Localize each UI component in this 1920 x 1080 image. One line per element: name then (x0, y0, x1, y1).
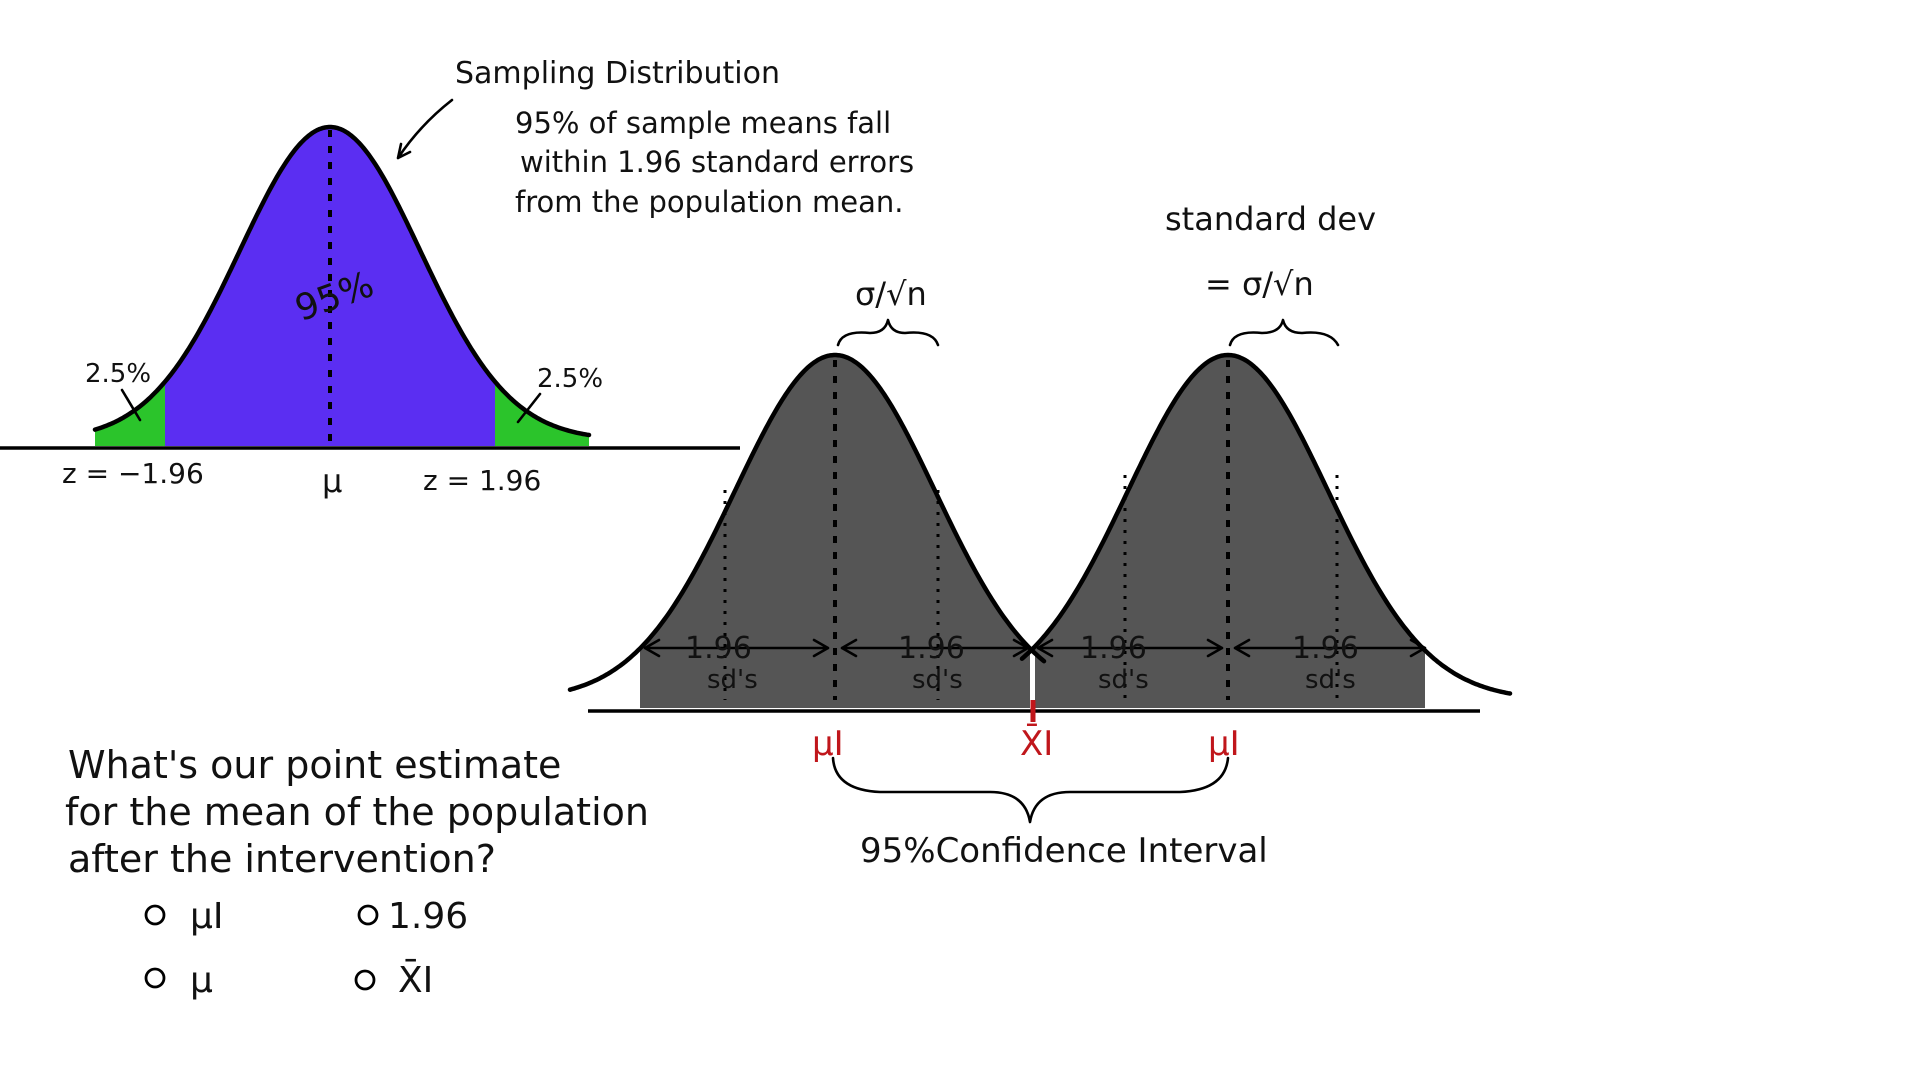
radio-circle-icon[interactable] (144, 967, 166, 989)
left-tail-pointer (120, 388, 142, 422)
left-se-label: σ/√n (855, 275, 927, 313)
question-line-1: What's our point estimate (68, 743, 561, 787)
radio-circle-icon[interactable] (354, 969, 376, 991)
left-top-brace-icon (836, 318, 940, 347)
right-tail-percent: 2.5% (537, 364, 603, 394)
radio-circle-icon[interactable] (144, 904, 166, 926)
span-arrow-icon (643, 638, 830, 658)
option-label: 1.96 (388, 896, 468, 937)
span-2-value: 1.96 (898, 631, 965, 666)
span-4-value: 1.96 (1292, 631, 1359, 666)
span-arrows (643, 638, 1427, 658)
note-line-2: within 1.96 standard errors (520, 145, 914, 179)
option-mu-i[interactable]: μI (144, 896, 224, 937)
right-sd-title: standard dev (1165, 200, 1376, 238)
sampling-distribution: Sampling Distribution 95% of sample mean… (0, 56, 914, 500)
sampling-curve (92, 124, 592, 438)
radio-circle-icon[interactable] (357, 904, 379, 926)
span-4-unit: sd's (1305, 665, 1356, 695)
right-sample-curve (1019, 352, 1513, 696)
span-3-unit: sd's (1098, 665, 1149, 695)
note-line-3: from the population mean. (515, 185, 904, 219)
left-mu-i-label: μI (812, 724, 844, 764)
span-2-unit: sd's (912, 665, 963, 695)
left-sample-curve (567, 352, 1047, 692)
intervention-distributions: 1.96 sd's 1.96 sd's 1.96 sd's 1.96 sd's … (567, 200, 1513, 871)
span-arrow-icon (840, 638, 1030, 658)
option-xbar-i[interactable]: X̄I (354, 958, 433, 1001)
confidence-brace-icon (831, 756, 1230, 824)
span-1-unit: sd's (707, 665, 758, 695)
right-se-label: = σ/√n (1205, 265, 1314, 303)
right-sample-fill (1035, 355, 1425, 708)
left-z-label: z = −1.96 (62, 457, 204, 490)
pointer-arrow-icon (396, 98, 454, 160)
note-line-1: 95% of sample means fall (515, 106, 891, 140)
sampling-title: Sampling Distribution (455, 56, 780, 91)
span-arrow-icon (1233, 638, 1427, 658)
xbar-i-label: X̄I (1020, 723, 1053, 764)
center-area (165, 127, 495, 446)
quiz: What's our point estimate for the mean o… (65, 743, 649, 1001)
left-tail-percent: 2.5% (85, 359, 151, 389)
option-label: X̄I (398, 958, 433, 1001)
right-mu-i-label: μI (1208, 724, 1240, 764)
option-1-96[interactable]: 1.96 (357, 896, 468, 937)
option-mu[interactable]: μ (144, 960, 213, 1001)
confidence-interval-label: 95%Confidence Interval (860, 831, 1268, 871)
option-label: μI (190, 896, 224, 937)
right-z-label: z = 1.96 (423, 464, 541, 497)
left-sample-fill (640, 355, 1030, 708)
span-1-value: 1.96 (685, 631, 752, 666)
span-3-value: 1.96 (1080, 631, 1147, 666)
span-arrow-icon (1036, 638, 1224, 658)
option-label: μ (190, 960, 213, 1001)
question-line-3: after the intervention? (68, 837, 496, 881)
question-line-2: for the mean of the population (65, 790, 649, 834)
right-top-brace-icon (1228, 318, 1340, 347)
right-tail-pointer (516, 392, 542, 424)
mu-label: μ (322, 462, 342, 500)
